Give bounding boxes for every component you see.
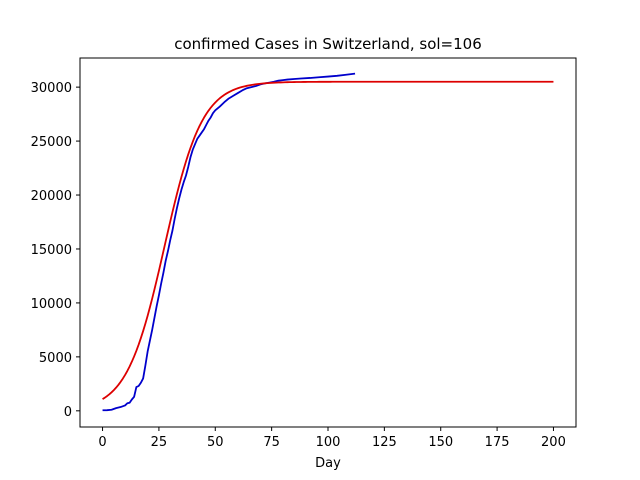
- y-tick-label: 5000: [39, 351, 72, 366]
- x-tick-label: 175: [485, 435, 510, 450]
- y-tick-label: 20000: [31, 189, 72, 204]
- y-tick-label: 25000: [31, 135, 72, 150]
- y-tick-label: 15000: [31, 243, 72, 258]
- x-tick-label: 200: [541, 435, 566, 450]
- x-tick-label: 0: [98, 435, 106, 450]
- x-axis-ticks: 0 25 50 75 100 125 150 175 200: [98, 427, 566, 450]
- chart-title: confirmed Cases in Switzerland, sol=106: [174, 35, 482, 53]
- x-tick-label: 100: [316, 435, 341, 450]
- x-tick-label: 150: [428, 435, 453, 450]
- y-axis-ticks: 0 5000 10000 15000 20000 25000 30000: [31, 81, 80, 420]
- x-tick-label: 50: [207, 435, 224, 450]
- x-tick-label: 125: [372, 435, 397, 450]
- y-tick-label: 10000: [31, 297, 72, 312]
- series-line-fit: [102, 80, 554, 400]
- y-tick-label: 0: [64, 405, 72, 420]
- y-tick-label: 30000: [31, 81, 72, 96]
- x-tick-label: 75: [263, 435, 280, 450]
- axes-frame: [79, 57, 577, 428]
- x-tick-label: 25: [151, 435, 168, 450]
- x-axis-label: Day: [315, 456, 341, 471]
- plot-area: [102, 72, 554, 412]
